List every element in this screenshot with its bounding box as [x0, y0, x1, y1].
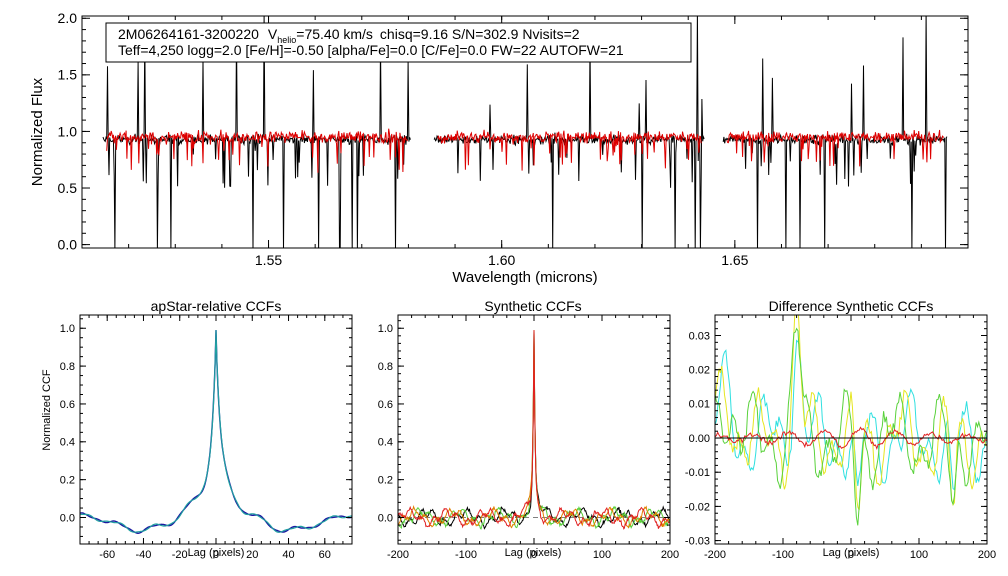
- x-tick-label: -60: [99, 549, 115, 561]
- apstar-ccf-xlabel: Lag (pixels): [188, 547, 245, 559]
- vhelio-value: =75.40 km/s: [296, 26, 373, 42]
- x-tick-label: 100: [910, 549, 928, 561]
- apstar-ccf-panel: apStar-relative CCFs -60 -40 -20 0 20 40 60 0.0…: [41, 298, 353, 561]
- spectrum-series-group: [102, 16, 948, 248]
- synthetic-ccf-panel: Synthetic CCFs -200 -100 0 100 200 0.0 0.2 0.4 0…: [378, 298, 679, 561]
- ccf-series-line: [79, 330, 353, 535]
- model-spectrum-line: [726, 129, 945, 167]
- synthetic-ccf-ticks: -200 -100 0 100 200 0.0 0.2 0.4 0.6 0.8 1.0: [378, 315, 679, 561]
- difference-ccf-line: [715, 327, 987, 526]
- x-tick-label: 1.55: [255, 252, 282, 268]
- x-tick-label: -100: [772, 549, 794, 561]
- y-tick-label: 0.8: [378, 361, 393, 373]
- y-tick-label: 0.0: [378, 512, 393, 524]
- x-tick-label: 200: [978, 549, 996, 561]
- x-tick-label: 100: [593, 549, 611, 561]
- x-tick-label: 200: [661, 549, 679, 561]
- vhelio-label: V: [268, 26, 278, 42]
- y-tick-label: -0.03: [685, 535, 710, 547]
- y-tick-label: 0.03: [689, 330, 710, 342]
- synthetic-ccf-xlabel: Lag (pixels): [505, 547, 562, 559]
- apstar-ccf-series-group: [79, 330, 353, 535]
- spectrum-plot-frame: [81, 15, 969, 249]
- y-tick-label: 0.6: [60, 399, 75, 411]
- difference-ccf-line: [715, 315, 987, 511]
- x-tick-label: 1.65: [721, 252, 748, 268]
- spectrum-stats: chisq=9.16 S/N=302.9 Nvisits=2: [380, 26, 580, 42]
- x-tick-label: -200: [387, 549, 409, 561]
- spectrum-panel: 1.55 1.60 1.65 0.0 0.5 1.0 1.5 2.0 2M06264161-3…: [29, 10, 969, 286]
- model-spectrum-line: [106, 128, 408, 173]
- synthetic-ccf-title: Synthetic CCFs: [484, 298, 581, 314]
- model-spectrum-line: [437, 129, 702, 171]
- y-tick-label: -0.02: [685, 501, 710, 513]
- x-tick-label: 40: [282, 549, 294, 561]
- y-tick-label: 0.2: [378, 475, 393, 487]
- synthetic-ccf-series-group: [397, 330, 671, 530]
- y-tick-label: 0.02: [689, 365, 710, 377]
- x-tick-label: 1.60: [488, 252, 515, 268]
- x-tick-label: 0: [848, 549, 854, 561]
- info-line-2: Teff=4,250 logg=2.0 [Fe/H]=-0.50 [alpha/…: [118, 42, 624, 58]
- ccf-series-line: [79, 330, 353, 533]
- x-tick-label: 0: [531, 549, 537, 561]
- difference-ccf-panel: Difference Synthetic CCFs -200 -100 0 100 20…: [685, 298, 996, 561]
- difference-ccf-xlabel: Lag (pixels): [823, 547, 880, 559]
- spectrum-ticks: 1.55 1.60 1.65 0.0 0.5 1.0 1.5 2.0: [58, 10, 969, 268]
- observed-spectrum-line: [722, 16, 948, 248]
- y-tick-label: 0.6: [378, 399, 393, 411]
- x-tick-label: 0: [213, 549, 219, 561]
- difference-ccf-line: [715, 339, 987, 491]
- y-tick-label: 0.2: [60, 475, 75, 487]
- y-tick-label: 1.0: [58, 123, 78, 139]
- y-tick-label: 1.5: [58, 67, 78, 83]
- y-tick-label: 0.0: [58, 237, 78, 253]
- y-tick-label: 1.0: [378, 323, 393, 335]
- spectrum-info-box: [105, 22, 692, 63]
- apstar-ccf-ticks: -60 -40 -20 0 20 40 60 0.0 0.2 0.4 0.6 0.8 1.0: [60, 315, 353, 561]
- difference-ccf-line: [715, 426, 987, 451]
- y-tick-label: 0.4: [60, 437, 75, 449]
- y-tick-label: 1.0: [60, 323, 75, 335]
- info-line-1: 2M06264161-3200220 Vhelio=75.40 km/s chisq…: [118, 26, 580, 45]
- y-tick-label: 2.0: [58, 10, 78, 26]
- spectrum-xlabel: Wavelength (microns): [452, 269, 597, 286]
- difference-ccf-title: Difference Synthetic CCFs: [769, 298, 934, 314]
- apstar-ccf-title: apStar-relative CCFs: [151, 298, 282, 314]
- star-id: 2M06264161-3200220: [118, 26, 259, 42]
- x-tick-label: -20: [172, 549, 188, 561]
- x-tick-label: 60: [319, 549, 331, 561]
- synthetic-ccf-line: [397, 330, 671, 530]
- y-tick-label: 0.5: [58, 180, 78, 196]
- x-tick-label: -100: [455, 549, 477, 561]
- observed-spectrum-line: [102, 16, 411, 248]
- difference-ccf-series-group: [715, 315, 987, 526]
- y-tick-label: -0.01: [685, 467, 710, 479]
- x-tick-label: -40: [136, 549, 152, 561]
- apstar-ccf-ylabel: Normalized CCF: [41, 369, 53, 451]
- y-tick-label: 0.8: [60, 361, 75, 373]
- vhelio-subscript: helio: [277, 35, 296, 45]
- y-tick-label: 0.01: [689, 399, 710, 411]
- x-tick-label: -200: [704, 549, 726, 561]
- y-tick-label: 0.00: [689, 433, 710, 445]
- x-tick-label: 20: [246, 549, 258, 561]
- y-tick-label: 0.0: [60, 512, 75, 524]
- spectrum-ylabel: Normalized Flux: [29, 77, 46, 186]
- difference-ccf-ticks: -200 -100 0 100 200 -0.03 -0.02 -0.01 0.00 0.01 0.…: [685, 314, 996, 561]
- spectrum-clip-group: [102, 16, 948, 248]
- difference-clip-group: [715, 315, 987, 526]
- y-tick-label: 0.4: [378, 437, 393, 449]
